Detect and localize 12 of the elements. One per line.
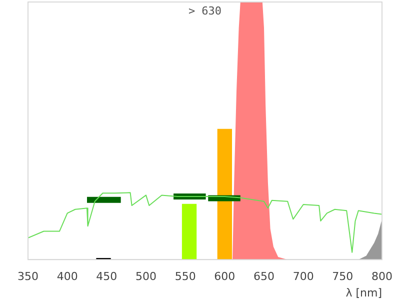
x-tick-label: 450 (96, 270, 118, 284)
chart-title: > 630 (188, 4, 222, 18)
x-tick-label: 700 (292, 270, 314, 284)
x-tick-label: 600 (214, 270, 236, 284)
x-tick-label: 800 (372, 270, 392, 284)
x-axis-title: λ [nm] (346, 286, 382, 300)
x-tick-label: 400 (56, 270, 78, 284)
x-tick-label: 550 (174, 270, 196, 284)
x-tick-label: 350 (18, 270, 38, 284)
x-tick-label: 500 (136, 270, 156, 284)
x-tick-label: 650 (254, 270, 274, 284)
x-tick-label: 750 (332, 270, 354, 284)
